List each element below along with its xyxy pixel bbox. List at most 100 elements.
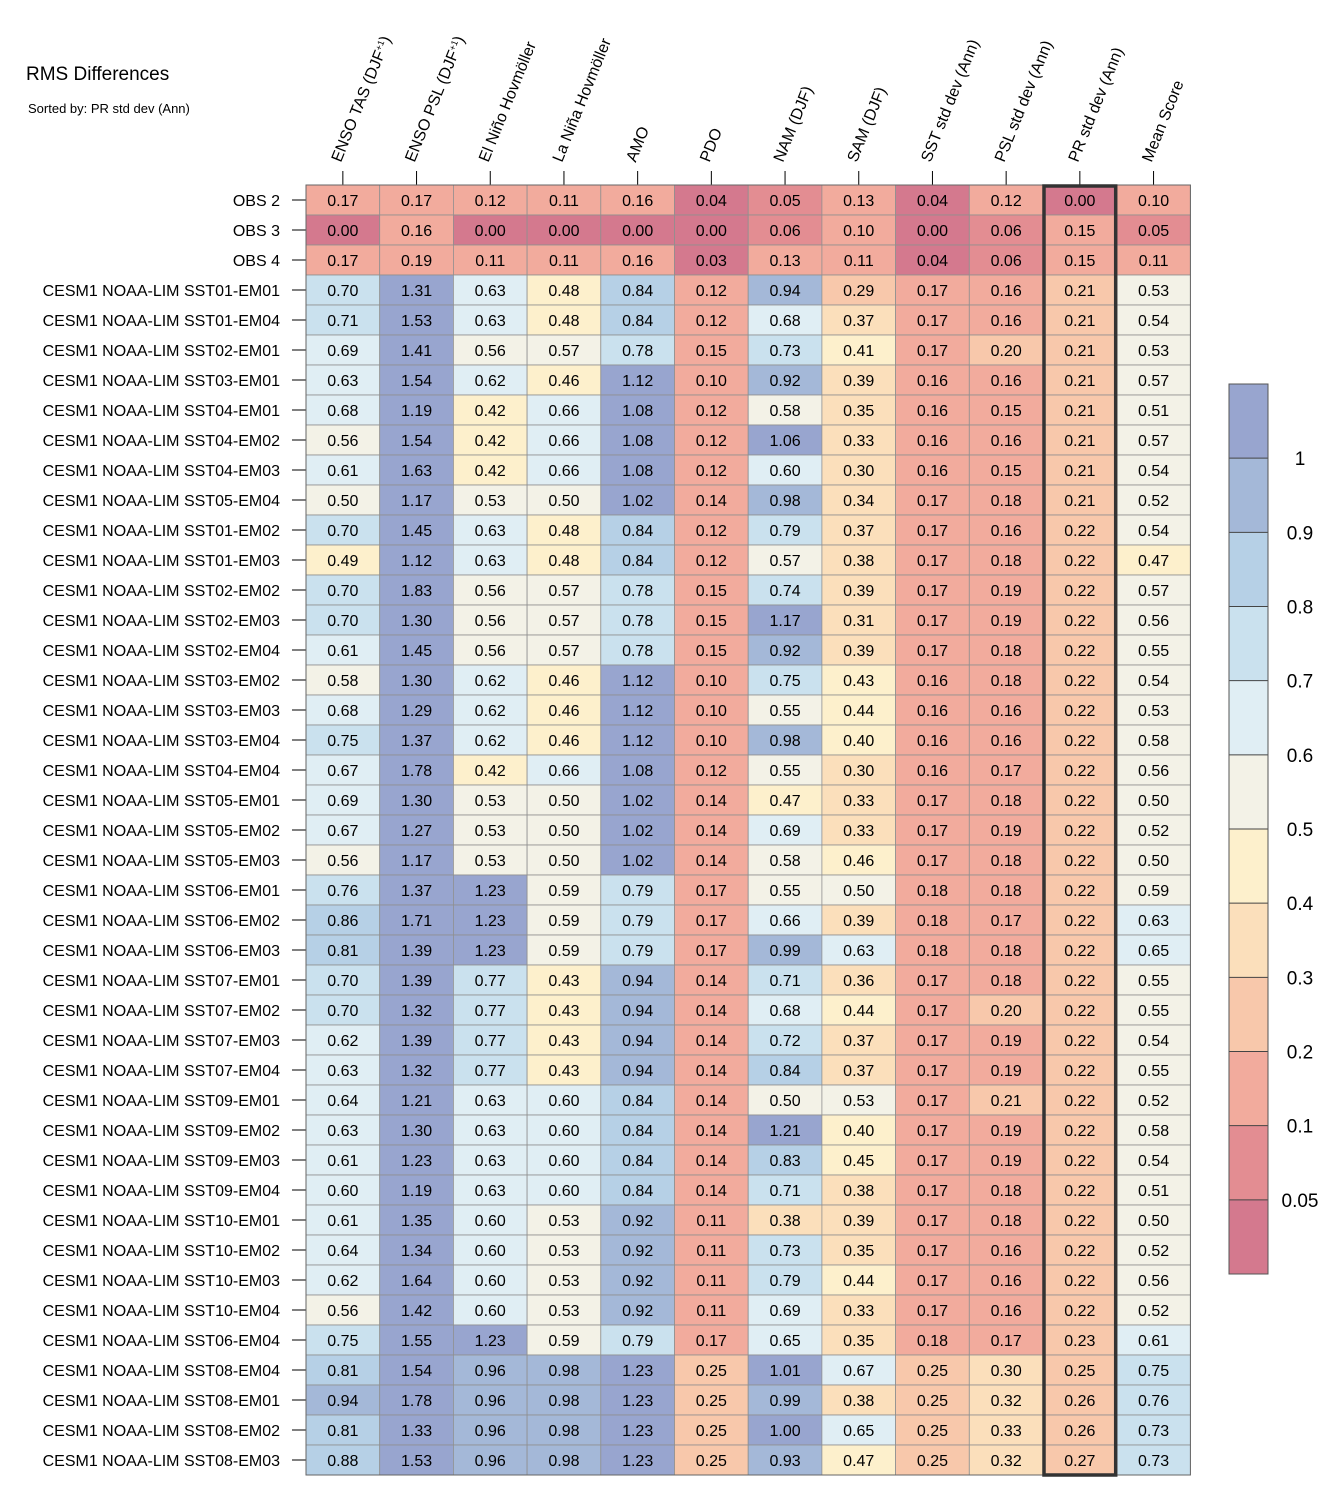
cell-value: 0.11 (549, 253, 579, 270)
row-label: CESM1 NOAA-LIM SST05-EM04 (43, 493, 281, 510)
cell-value: 0.50 (548, 493, 579, 510)
cell-value: 1.37 (401, 733, 432, 750)
cell-value: 0.14 (696, 1123, 727, 1140)
cell-value: 0.41 (843, 343, 874, 360)
heatmap-cell (1116, 364, 1191, 396)
heatmap-cell (968, 694, 1044, 726)
heatmap-cell (600, 1144, 675, 1176)
heatmap-cell (452, 754, 528, 786)
cell-value: 1.23 (475, 883, 506, 900)
column-label-text: ENSO TAS (DJF (329, 48, 389, 164)
cell-value: 1.64 (401, 1273, 432, 1290)
cell-value: 1.08 (622, 463, 653, 480)
cell-value: 1.33 (401, 1423, 432, 1440)
column-label-text: SAM (DJF) (845, 85, 890, 165)
cell-value: 0.35 (843, 403, 874, 420)
cell-value: 0.17 (696, 883, 727, 900)
colorbar-segment (1229, 384, 1268, 459)
heatmap-cell (895, 1144, 970, 1176)
cell-value: 0.59 (1138, 883, 1169, 900)
heatmap-cell (1042, 904, 1118, 936)
cell-value: 0.21 (1064, 403, 1095, 420)
colorbar-label: 0.9 (1287, 523, 1313, 544)
cell-value: 0.19 (991, 1063, 1022, 1080)
cell-value: 0.58 (1138, 733, 1169, 750)
colorbar-segment (1229, 1199, 1268, 1274)
cell-value: 0.60 (327, 1183, 358, 1200)
cell-value: 0.69 (769, 823, 800, 840)
heatmap-cell (1042, 364, 1118, 396)
heatmap-cell (600, 634, 675, 666)
heatmap-cell (600, 964, 675, 996)
heatmap-cell (526, 1444, 602, 1476)
cell-value: 0.16 (991, 703, 1022, 720)
cell-value: 0.43 (548, 1003, 579, 1020)
colorbar-segment (1229, 977, 1268, 1052)
cell-value: 0.43 (548, 1033, 579, 1050)
cell-value: 0.63 (475, 313, 506, 330)
cell-value: 0.14 (696, 1183, 727, 1200)
cell-value: 0.77 (475, 1033, 506, 1050)
heatmap-cell (452, 784, 528, 816)
cell-value: 0.46 (843, 853, 874, 870)
heatmap-cell (674, 1324, 749, 1356)
cell-value: 0.16 (991, 523, 1022, 540)
heatmap-cell (895, 634, 970, 666)
cell-value: 0.67 (327, 823, 358, 840)
cell-value: 0.17 (696, 943, 727, 960)
heatmap-cell (379, 1204, 454, 1236)
cell-value: 0.16 (622, 253, 653, 270)
heatmap-cell (895, 1234, 970, 1266)
cell-value: 0.17 (917, 313, 948, 330)
cell-value: 0.15 (696, 343, 727, 360)
cell-value: 0.43 (548, 1063, 579, 1080)
chart-title: RMS Differences (26, 64, 169, 85)
cell-value: 0.16 (917, 763, 948, 780)
heatmap-cell (895, 184, 970, 216)
cell-value: 0.54 (1138, 673, 1169, 690)
heatmap-cell (526, 274, 602, 306)
column-label-text: PR std dev (Ann) (1066, 45, 1127, 164)
column-label: PR std dev (Ann) (1066, 45, 1127, 164)
cell-value: 0.53 (475, 793, 506, 810)
heatmap-cell (600, 1174, 675, 1206)
cell-value: 1.63 (401, 463, 432, 480)
cell-value: 0.00 (622, 223, 653, 240)
cell-value: 1.01 (769, 1363, 800, 1380)
heatmap-cell (305, 364, 381, 396)
heatmap-cell (895, 244, 970, 276)
cell-value: 0.69 (769, 1303, 800, 1320)
cell-value: 0.50 (548, 853, 579, 870)
cell-value: 0.22 (1064, 1243, 1095, 1260)
cell-value: 0.16 (991, 1273, 1022, 1290)
cell-value: 0.53 (475, 823, 506, 840)
cell-value: 0.75 (769, 673, 800, 690)
colorbar: 1 0.9 0.8 0.7 0.6 0.5 0.4 0.3 0.2 0.1 0.05 (1228, 383, 1318, 1275)
heatmap-cell (1042, 664, 1118, 696)
cell-value: 0.17 (917, 583, 948, 600)
row-label: CESM1 NOAA-LIM SST09-EM01 (43, 1093, 281, 1110)
heatmap-cell (674, 484, 749, 516)
row-labels: OBS 2 OBS 3 OBS 4 CESM1 NOAA-LIM SST01-EM01… (43, 193, 306, 1470)
heatmap-cell (968, 1144, 1044, 1176)
heatmap-cell (526, 844, 602, 876)
cell-value: 1.39 (401, 973, 432, 990)
heatmap-cell (747, 1324, 823, 1356)
cell-value: 1.23 (401, 1153, 432, 1170)
heatmap-cell (968, 364, 1044, 396)
cell-value: 1.08 (622, 763, 653, 780)
cell-value: 0.13 (769, 253, 800, 270)
column-label-text: ENSO PSL (DJF (402, 48, 462, 164)
heatmap-cell (1042, 1204, 1118, 1236)
cell-value: 1.12 (622, 733, 653, 750)
heatmap-cell (305, 1144, 381, 1176)
heatmap-cell (452, 934, 528, 966)
cell-value: 0.16 (622, 193, 653, 210)
cell-value: 0.75 (327, 733, 358, 750)
heatmap-cell (968, 1024, 1044, 1056)
heatmap-cell (821, 874, 897, 906)
cell-value: 0.22 (1064, 553, 1095, 570)
heatmap-cell (526, 544, 602, 576)
cell-value: 1.54 (401, 433, 432, 450)
heatmap-cell (968, 394, 1044, 426)
